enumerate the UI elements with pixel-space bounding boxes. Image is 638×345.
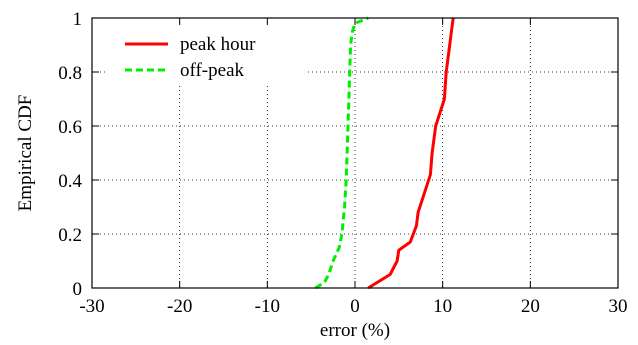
y-tick-label: 0.8 [58,63,82,84]
series-lines [314,16,455,290]
legend-label: off-peak [180,60,245,81]
x-tick-label: 20 [521,296,540,317]
x-tick-label: -10 [255,296,280,317]
x-tick-label: 30 [609,296,628,317]
x-tick-label: 0 [350,296,360,317]
y-tick-label: 0 [73,279,83,300]
legend: peak hour off-peak [125,34,256,81]
x-tick-label: -20 [167,296,192,317]
y-tick-label: 0.2 [58,225,82,246]
axis-ticks: -30 -20 -10 0 10 20 30 0 0.2 0.4 0.6 0.8 1 [58,9,627,317]
grid [92,18,618,288]
legend-label: peak hour [180,34,256,55]
x-axis-label: error (%) [320,320,390,341]
y-tick-label: 1 [73,9,83,30]
legend-background [108,26,308,86]
y-axis-label: Empirical CDF [15,95,36,212]
x-tick-label: -30 [79,296,104,317]
y-tick-label: 0.4 [58,171,82,192]
y-tick-label: 0.6 [58,117,82,138]
series-line-peak-hour [367,17,455,290]
series-line-off-peak [314,16,369,290]
x-tick-label: 10 [433,296,452,317]
